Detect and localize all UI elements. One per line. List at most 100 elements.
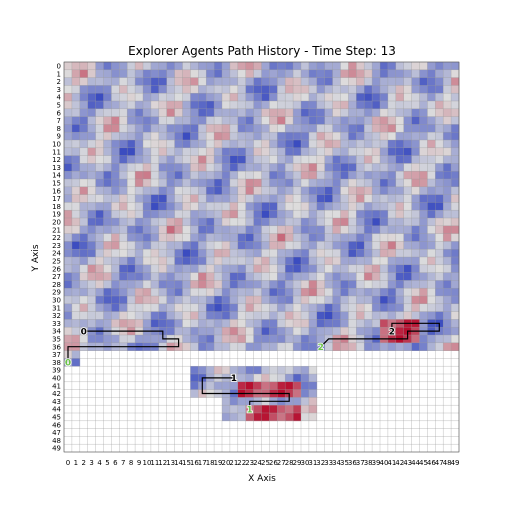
heatmap-cell (158, 69, 167, 78)
agent-start-label: 0 (81, 327, 87, 337)
heatmap-cell (158, 311, 167, 320)
heatmap-cell (372, 179, 381, 188)
heatmap-cell (301, 62, 310, 71)
heatmap-cell (372, 288, 381, 297)
heatmap-cell (301, 132, 310, 141)
heatmap-cell (111, 233, 120, 242)
heatmap-cell (261, 413, 270, 422)
heatmap-cell (301, 389, 310, 398)
heatmap-cell (443, 186, 452, 195)
heatmap-cell (245, 77, 254, 86)
heatmap-cell (245, 132, 254, 141)
heatmap-cell (111, 335, 120, 344)
heatmap-cell (174, 108, 183, 117)
heatmap-cell (308, 389, 318, 398)
heatmap-cell (316, 202, 325, 211)
heatmap-cell (451, 69, 460, 78)
heatmap-cell (87, 272, 96, 281)
heatmap-cell (324, 194, 333, 203)
heatmap-cell (190, 296, 199, 305)
heatmap-cell (245, 69, 254, 78)
heatmap-cell (403, 124, 412, 133)
heatmap-cell (182, 233, 191, 242)
heatmap-cell (79, 210, 88, 219)
heatmap-cell (427, 186, 436, 195)
heatmap-cell (143, 303, 152, 312)
heatmap-cell (269, 264, 278, 273)
heatmap-cell (229, 303, 239, 312)
heatmap-cell (166, 101, 175, 110)
heatmap-cell (135, 140, 144, 149)
heatmap-cell (316, 311, 325, 320)
heatmap-cell (229, 108, 239, 117)
heatmap-cell (443, 108, 452, 117)
heatmap-cell (435, 335, 444, 344)
heatmap-cell (158, 155, 167, 164)
heatmap-cell (387, 296, 397, 305)
heatmap-cell (229, 225, 239, 234)
heatmap-cell (285, 202, 294, 211)
heatmap-cell (119, 202, 128, 211)
heatmap-cell (166, 303, 175, 312)
heatmap-cell (387, 225, 397, 234)
heatmap-cell (451, 335, 460, 344)
heatmap-cell (395, 202, 404, 211)
heatmap-cell (356, 171, 365, 180)
heatmap-cell (261, 381, 270, 390)
heatmap-cell (95, 186, 104, 195)
heatmap-cell (277, 147, 286, 156)
heatmap-cell (87, 319, 96, 328)
heatmap-cell (143, 319, 152, 328)
heatmap-cell (206, 335, 215, 344)
heatmap-cell (214, 202, 223, 211)
heatmap-cell (340, 303, 349, 312)
heatmap-cell (364, 210, 373, 219)
heatmap-cell (419, 186, 428, 195)
heatmap-cell (395, 233, 404, 242)
heatmap-cell (103, 311, 112, 320)
heatmap-cell (427, 225, 436, 234)
heatmap-cell (372, 85, 381, 94)
heatmap-cell (269, 210, 278, 219)
heatmap-cell (87, 202, 96, 211)
heatmap-cell (143, 140, 152, 149)
heatmap-cell (71, 101, 81, 110)
heatmap-cell (261, 218, 270, 227)
heatmap-cell (364, 147, 373, 156)
heatmap-cell (135, 93, 144, 102)
heatmap-cell (387, 108, 397, 117)
heatmap-cell (64, 303, 73, 312)
heatmap-cell (87, 249, 96, 258)
heatmap-cell (174, 77, 183, 86)
heatmap-cell (119, 140, 128, 149)
heatmap-cell (119, 335, 128, 344)
heatmap-cell (245, 303, 254, 312)
heatmap-cell (253, 77, 262, 86)
heatmap-cell (261, 140, 270, 149)
heatmap-cell (293, 179, 302, 188)
heatmap-cell (245, 233, 254, 242)
agent-current-label: 2 (318, 343, 324, 353)
heatmap-cell (143, 257, 152, 266)
heatmap-cell (150, 335, 160, 344)
heatmap-cell (340, 194, 349, 203)
heatmap-cell (245, 342, 254, 351)
heatmap-cell (166, 132, 175, 141)
heatmap-cell (119, 147, 128, 156)
heatmap-cell (395, 179, 404, 188)
heatmap-cell (261, 210, 270, 219)
x-tick-label: 23 (245, 459, 254, 467)
heatmap-cell (451, 249, 460, 258)
heatmap-cell (253, 249, 262, 258)
heatmap-cell (308, 179, 318, 188)
heatmap-cell (332, 225, 341, 234)
heatmap-cell (435, 272, 444, 281)
heatmap-cell (253, 335, 262, 344)
heatmap-cell (348, 186, 357, 195)
heatmap-cell (332, 140, 341, 149)
heatmap-cell (71, 171, 81, 180)
heatmap-cell (214, 147, 223, 156)
heatmap-cell (222, 116, 231, 125)
heatmap-cell (277, 124, 286, 133)
heatmap-cell (316, 77, 325, 86)
